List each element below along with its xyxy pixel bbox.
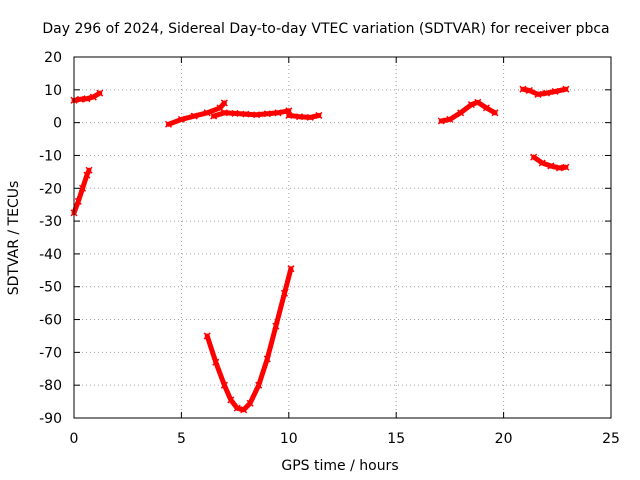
data-point	[177, 115, 185, 123]
data-point	[253, 111, 261, 119]
data-point	[530, 153, 538, 161]
data-point	[89, 93, 97, 101]
data-point	[220, 381, 228, 389]
chart-title: Day 296 of 2024, Sidereal Day-to-day VTE…	[42, 21, 609, 37]
data-point	[543, 89, 551, 97]
data-point	[562, 85, 570, 93]
data-point	[306, 113, 314, 121]
y-tick-label: 20	[44, 50, 62, 66]
x-tick-label: 20	[495, 431, 513, 447]
x-tick-label: 5	[177, 431, 186, 447]
data-point	[210, 112, 218, 120]
data-point	[85, 166, 93, 174]
y-tick-label: -40	[39, 247, 62, 263]
data-point	[467, 101, 475, 109]
series-line	[286, 112, 322, 120]
data-point	[212, 358, 220, 366]
x-axis-label: GPS time / hours	[281, 458, 398, 474]
data-point	[246, 399, 254, 407]
x-tick-label: 10	[280, 431, 298, 447]
data-point	[547, 162, 555, 170]
y-tick-label: -50	[39, 280, 62, 296]
data-point	[474, 98, 482, 106]
y-tick-label: 10	[44, 83, 62, 99]
data-point	[551, 87, 559, 95]
data-point	[525, 86, 533, 95]
data-point	[534, 90, 542, 98]
x-tick-label: 15	[387, 431, 405, 447]
data-point	[83, 171, 91, 179]
data-point	[315, 111, 323, 119]
y-tick-label: -60	[39, 313, 62, 329]
data-point	[242, 110, 250, 118]
data-point	[263, 110, 271, 118]
data-point	[287, 265, 295, 273]
data-point	[227, 396, 235, 404]
data-point	[233, 404, 241, 412]
data-point	[296, 113, 304, 121]
data-point	[519, 85, 527, 93]
y-tick-label: -20	[39, 181, 62, 197]
y-tick-label: -10	[39, 148, 62, 164]
data-point	[203, 109, 211, 117]
y-tick-label: -70	[39, 345, 62, 361]
data-point	[190, 112, 198, 120]
y-tick-label: 0	[53, 116, 62, 132]
y-tick-label: -90	[39, 411, 62, 427]
data-point	[285, 111, 293, 119]
data-point	[231, 109, 239, 117]
data-point	[491, 109, 499, 117]
data-point	[272, 322, 280, 330]
data-point	[562, 163, 570, 171]
data-point	[555, 164, 563, 172]
data-point	[437, 117, 445, 125]
y-axis-label: SDTVAR / TECUs	[6, 181, 22, 296]
y-tick-label: -80	[39, 378, 62, 394]
y-tick-labels: 20 10 0 -10 -20 -30 -40 -50 -60 -70 -80 -90	[39, 50, 62, 427]
grid-lines	[74, 57, 611, 418]
data-point	[263, 355, 271, 363]
data-point	[280, 289, 289, 297]
data-point	[274, 109, 282, 117]
data-point	[203, 332, 211, 340]
series-line	[211, 108, 292, 119]
y-tick-label: -30	[39, 214, 62, 230]
data-point	[76, 95, 84, 103]
data-point	[164, 120, 173, 128]
data-point	[538, 159, 546, 167]
tick-marks	[73, 56, 612, 419]
data-point	[74, 197, 82, 205]
data-point	[446, 115, 454, 123]
x-tick-label: 0	[70, 431, 79, 447]
series-line	[71, 167, 92, 216]
data-point	[220, 99, 228, 107]
data-point	[96, 89, 104, 97]
data-point	[255, 381, 263, 389]
data-point	[220, 109, 228, 117]
plot-frame	[73, 56, 612, 419]
data-point	[83, 95, 91, 103]
x-tick-labels: 0 5 10 15 20 25	[70, 431, 620, 447]
data-series	[70, 85, 570, 414]
x-tick-label: 25	[602, 431, 620, 447]
data-point	[482, 104, 490, 112]
data-point	[79, 184, 87, 192]
data-point	[240, 406, 248, 414]
data-point	[457, 109, 465, 117]
series-line	[204, 266, 294, 413]
